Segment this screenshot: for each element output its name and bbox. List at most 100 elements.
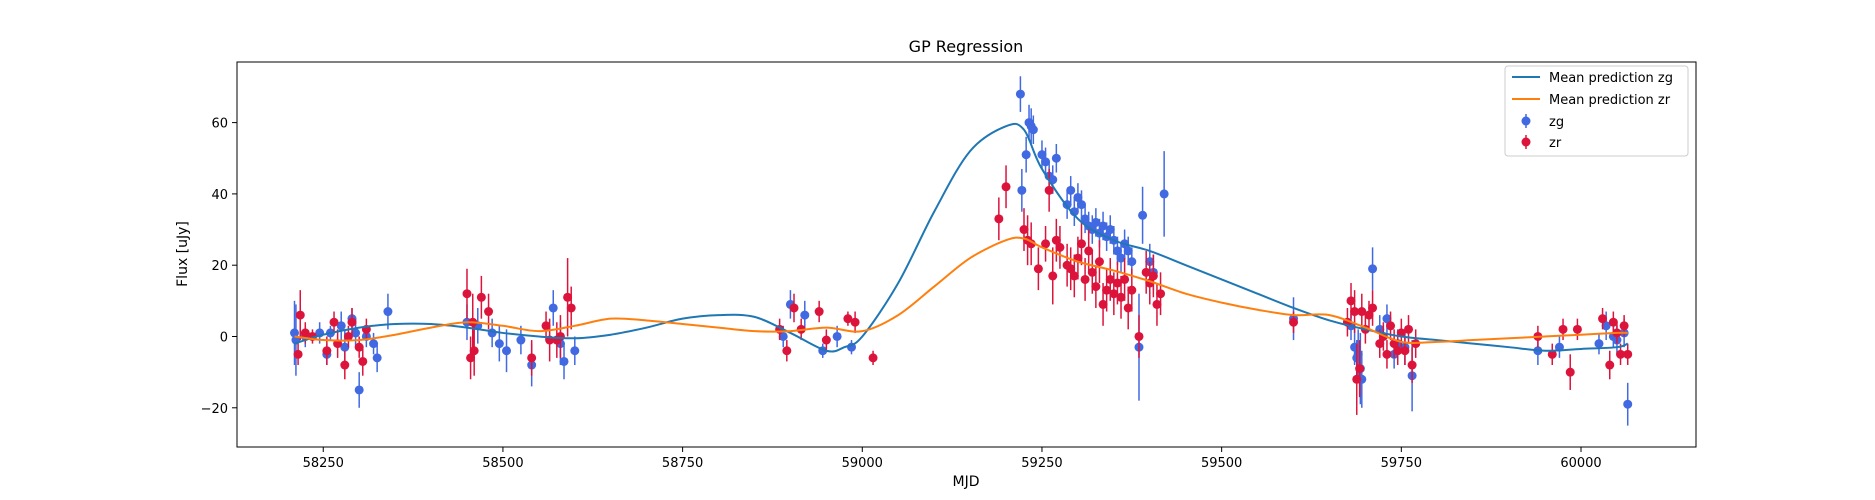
zr-point-69 <box>1152 299 1162 309</box>
zr-point-95 <box>1565 367 1575 377</box>
zr-point-76 <box>1355 364 1365 374</box>
zr-point-42 <box>1044 185 1054 195</box>
zg-point-57 <box>1112 246 1122 256</box>
zg-point-42 <box>1051 153 1061 163</box>
zg-point-44 <box>1066 185 1076 195</box>
zg-point-47 <box>1076 200 1086 210</box>
plot-area <box>289 76 1633 426</box>
zr-point-35 <box>994 214 1004 224</box>
zr-point-30 <box>814 307 824 317</box>
zr-point-55 <box>1094 257 1104 267</box>
zr-point-24 <box>563 292 573 302</box>
zr-point-68 <box>1148 271 1158 281</box>
zr-point-1 <box>295 310 305 320</box>
zr-point-16 <box>469 346 479 356</box>
zr-point-60 <box>1112 278 1122 288</box>
zr-point-56 <box>1098 299 1108 309</box>
zg-point-28 <box>800 310 810 320</box>
zr-point-20 <box>541 321 551 331</box>
zr-point-4 <box>322 346 332 356</box>
x-tick-label-2: 58750 <box>662 456 703 471</box>
legend-swatch-zr-marker <box>1521 137 1531 147</box>
zr-point-17 <box>476 292 486 302</box>
zg-point-74 <box>1368 264 1378 274</box>
zg-point-32 <box>1015 89 1025 99</box>
zr-point-62 <box>1120 274 1130 284</box>
zr-point-47 <box>1066 264 1076 274</box>
y-tick-label-2: 20 <box>211 259 228 274</box>
zg-point-53 <box>1098 221 1108 231</box>
zr-point-5 <box>329 317 339 327</box>
zg-point-18 <box>494 339 504 349</box>
zg-point-10 <box>354 385 364 395</box>
zr-point-103 <box>1623 349 1633 359</box>
zg-point-30 <box>832 331 842 341</box>
zg-point-20 <box>516 335 526 345</box>
zg-point-7 <box>340 342 350 352</box>
zg-point-51 <box>1091 217 1101 227</box>
zg-point-38 <box>1037 150 1047 160</box>
x-tick-label-3: 59000 <box>842 456 883 471</box>
legend-label-zg-line: Mean prediction zg <box>1549 71 1673 86</box>
y-tick-label-1: 0 <box>220 330 228 345</box>
zr-point-2 <box>300 328 310 338</box>
zr-point-99 <box>1608 317 1618 327</box>
zr-point-43 <box>1048 271 1058 281</box>
x-tick-label-1: 58500 <box>482 456 523 471</box>
y-axis-label: Flux [uJy] <box>175 221 191 287</box>
x-tick-label-7: 60000 <box>1560 456 1601 471</box>
x-tick-label-6: 59750 <box>1381 456 1422 471</box>
zg-point-12 <box>369 339 379 349</box>
zg-point-14 <box>383 307 393 317</box>
zg-point-83 <box>1594 339 1604 349</box>
zr-point-14 <box>466 353 476 363</box>
zg-point-76 <box>1382 314 1392 324</box>
zr-point-7 <box>340 360 350 370</box>
legend-box <box>1504 65 1689 157</box>
zr-point-8 <box>343 331 353 341</box>
zg-point-66 <box>1159 189 1169 199</box>
zr-point-90 <box>1407 360 1417 370</box>
zr-point-64 <box>1127 285 1137 295</box>
zr-point-94 <box>1558 324 1568 334</box>
zr-point-74 <box>1350 307 1360 317</box>
zr-point-54 <box>1091 282 1101 292</box>
zr-point-50 <box>1076 239 1086 249</box>
zr-point-10 <box>354 342 364 352</box>
zg-point-26 <box>778 331 788 341</box>
chart-title: GP Regression <box>909 37 1024 56</box>
zr-point-96 <box>1572 324 1582 334</box>
zr-point-51 <box>1080 274 1090 284</box>
x-tick-label-0: 58250 <box>303 456 344 471</box>
zr-point-23 <box>555 331 565 341</box>
zr-point-101 <box>1616 349 1626 359</box>
zg-point-13 <box>372 353 382 363</box>
legend-swatch-zg-marker <box>1521 116 1531 126</box>
zr-point-28 <box>789 303 799 313</box>
y-tick-label-0: −20 <box>201 402 228 417</box>
zr-point-32 <box>843 314 853 324</box>
zr-point-34 <box>868 353 878 363</box>
zg-point-24 <box>559 356 569 366</box>
zr-point-66 <box>1141 267 1151 277</box>
zr-point-48 <box>1069 271 1079 281</box>
line-mean-prediction-zg <box>294 122 1629 353</box>
y-tick-label-3: 40 <box>211 188 228 203</box>
zr-point-80 <box>1368 303 1378 313</box>
line-mean-prediction-zr <box>294 236 1628 344</box>
x-axis-label: MJD <box>953 474 980 490</box>
zr-point-13 <box>462 289 472 299</box>
zr-point-36 <box>1001 182 1011 192</box>
zr-point-77 <box>1357 307 1367 317</box>
zr-point-61 <box>1116 292 1126 302</box>
zr-point-9 <box>347 317 357 327</box>
zg-point-33 <box>1017 185 1027 195</box>
zg-point-37 <box>1028 125 1038 135</box>
zg-point-39 <box>1041 157 1051 167</box>
zg-point-9 <box>351 328 361 338</box>
zg-point-46 <box>1073 192 1083 202</box>
zr-point-33 <box>850 317 860 327</box>
x-tick-label-5: 59500 <box>1201 456 1242 471</box>
zr-point-88 <box>1400 346 1410 356</box>
zr-point-81 <box>1375 339 1385 349</box>
